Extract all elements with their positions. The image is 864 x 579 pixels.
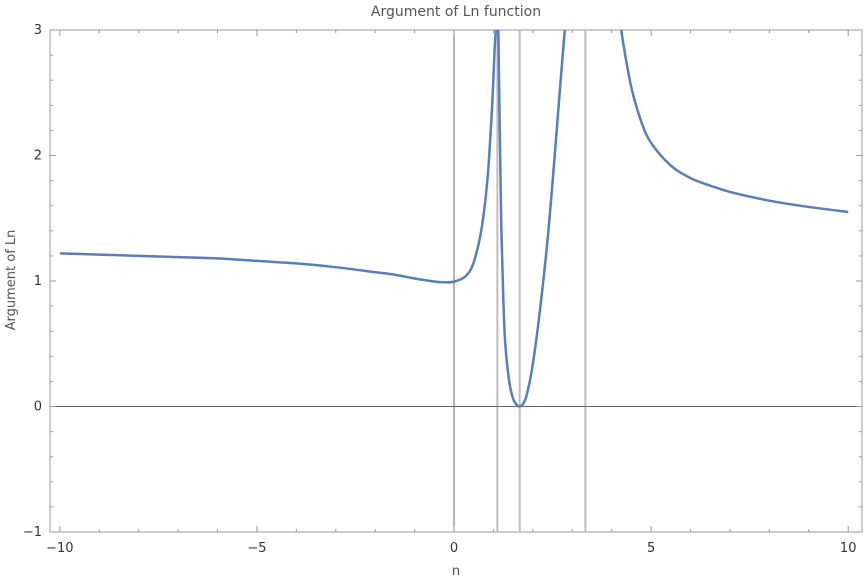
x-tick-label: −10 [46, 541, 73, 556]
y-tick-label: 0 [34, 400, 42, 415]
series-line [497, 30, 567, 408]
y-tick-label: −1 [23, 525, 42, 540]
x-tick-label: 10 [840, 541, 857, 556]
reference-lines [496, 30, 587, 532]
series-group [59, 30, 849, 408]
ticks [50, 29, 862, 533]
x-tick-label: 0 [450, 541, 458, 556]
chart-title: Argument of Ln function [371, 4, 541, 20]
x-axis-label: n [452, 564, 460, 579]
y-tick-label: 2 [34, 149, 42, 164]
y-axis-label: Argument of Ln [4, 230, 19, 331]
x-tick-label: −5 [247, 541, 266, 556]
x-tick-label: 5 [647, 541, 655, 556]
y-tick-label: 3 [34, 23, 42, 38]
series-line [619, 30, 849, 214]
y-tick-label: 1 [34, 274, 42, 289]
series-line [59, 30, 498, 284]
